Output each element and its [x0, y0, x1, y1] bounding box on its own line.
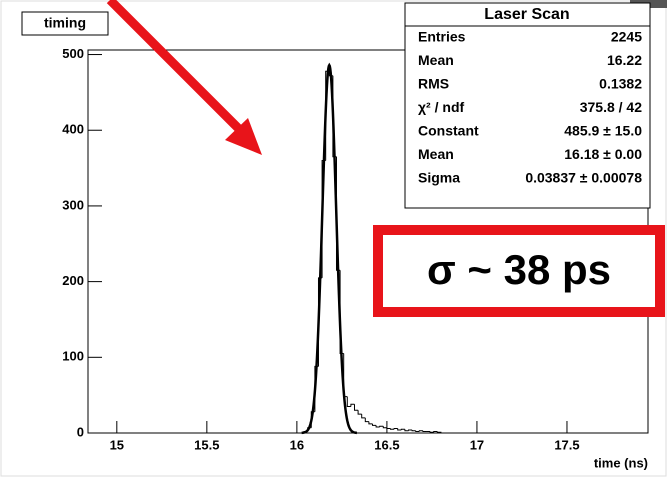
stats-frame — [404, 2, 651, 209]
stats-value: 0.1382 — [599, 76, 642, 92]
histogram-bin — [364, 417, 369, 423]
histogram-bin — [397, 428, 402, 431]
histogram-bin — [375, 425, 380, 428]
stats-value: 0.03837 ± 0.00078 — [525, 170, 642, 186]
stats-value: 16.18 ± 0.00 — [564, 146, 642, 162]
histogram-bin — [379, 425, 384, 427]
histogram-bin — [357, 410, 362, 415]
x-tick-label: 17 — [470, 437, 484, 452]
histogram-bin — [361, 414, 366, 419]
stats-name: Constant — [418, 123, 479, 139]
y-tick-label: 0 — [77, 424, 84, 439]
stats-name: Mean — [418, 52, 454, 68]
histogram-bin — [368, 421, 373, 425]
histogram-bin — [386, 427, 391, 429]
histogram-bin — [418, 430, 423, 432]
stats-name: RMS — [418, 76, 449, 92]
y-tick-label: 200 — [62, 273, 84, 288]
x-tick-label: 16.5 — [374, 437, 399, 452]
stats-value: 16.22 — [607, 52, 642, 68]
x-tick-label: 16 — [290, 437, 304, 452]
histogram-bin — [408, 429, 413, 431]
y-tick-label: 100 — [62, 349, 84, 364]
fit-curve — [301, 62, 358, 435]
stats-title: Laser Scan — [484, 6, 569, 23]
histogram-bin — [382, 426, 387, 429]
histogram-bin — [393, 427, 398, 430]
stats-name: Entries — [418, 29, 466, 45]
histogram-label: timing — [44, 15, 86, 31]
histogram-bin — [433, 430, 438, 433]
x-axis-label: time (ns) — [594, 455, 648, 470]
histogram-bin — [404, 429, 409, 432]
stats-value: 485.9 ± 15.0 — [564, 123, 642, 139]
y-tick-label: 400 — [62, 122, 84, 137]
stats-name: χ² / ndf — [418, 99, 464, 115]
histogram-bin — [422, 430, 427, 432]
arrow-head — [225, 118, 262, 155]
stats-name: Mean — [418, 146, 454, 162]
stats-value: 375.8 / 42 — [580, 99, 642, 115]
histogram-bin — [353, 404, 359, 411]
histogram-bin — [411, 429, 416, 432]
stats-value: 2245 — [611, 29, 642, 45]
x-tick-label: 17.5 — [554, 437, 579, 452]
histogram-bin — [372, 423, 377, 426]
y-tick-label: 500 — [62, 46, 84, 61]
stats-name: Sigma — [418, 170, 460, 186]
x-tick-label: 15.5 — [194, 437, 219, 452]
histogram-bin — [400, 428, 405, 430]
stats-box: Laser Scan Entries 2245 Mean 16.22 RMS 0.1382… — [404, 2, 651, 209]
x-tick-label: 15 — [110, 437, 124, 452]
y-tick-label: 300 — [62, 197, 84, 212]
histogram-bin — [346, 396, 351, 408]
annotation: σ ~ 38 ps — [427, 246, 611, 293]
histogram-bin — [390, 428, 395, 430]
annotation-box — [373, 225, 665, 317]
histogram-bin — [350, 403, 355, 407]
histogram-bin — [415, 430, 420, 432]
histogram-bin — [436, 431, 442, 433]
label-box — [21, 11, 109, 36]
histogram-bin — [429, 431, 434, 433]
arrow-shaft — [106, 0, 247, 137]
